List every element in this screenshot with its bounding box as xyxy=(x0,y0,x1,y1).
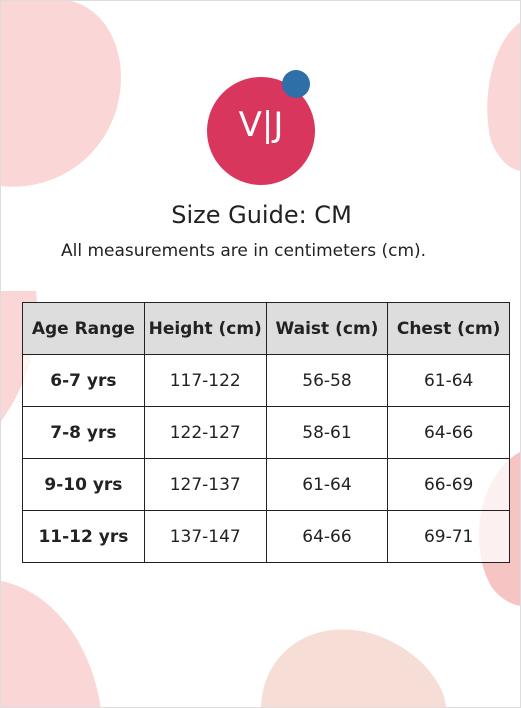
table-cell: 6-7 yrs xyxy=(22,354,145,407)
table-cell: 137-147 xyxy=(143,510,267,563)
table-row: 6-7 yrs 117-122 56-58 61-64 xyxy=(22,354,510,407)
table-cell: 58-61 xyxy=(265,406,389,459)
table-cell: 117-122 xyxy=(143,354,267,407)
table-row: 7-8 yrs 122-127 58-61 64-66 xyxy=(22,406,510,459)
table-cell: 9-10 yrs xyxy=(22,458,145,511)
logo: V|J xyxy=(238,105,284,145)
title: Size Guide: CM xyxy=(171,201,352,229)
table-cell: 66-69 xyxy=(387,458,510,511)
table-row: 11-12 yrs 137-147 64-66 69-71 xyxy=(22,510,510,563)
table-cell: 61-64 xyxy=(387,354,510,407)
table-cell: 64-66 xyxy=(265,510,389,563)
table-cell: 7-8 yrs xyxy=(22,406,145,459)
table-cell: 11-12 yrs xyxy=(22,510,145,563)
subtitle: All measurements are in centimeters (cm)… xyxy=(61,241,427,261)
table-cell: 56-58 xyxy=(265,354,389,407)
table-cell: 64-66 xyxy=(387,406,510,459)
table-cell: 69-71 xyxy=(387,510,510,563)
header-cell: Height (cm) xyxy=(143,302,267,355)
table-row: 9-10 yrs 127-137 61-64 66-69 xyxy=(22,458,510,511)
header-cell: Chest (cm) xyxy=(387,302,510,355)
table-cell: 61-64 xyxy=(265,458,389,511)
header-cell: Waist (cm) xyxy=(265,302,389,355)
table-cell: 122-127 xyxy=(143,406,267,459)
table-cell: 127-137 xyxy=(143,458,267,511)
size-table: Age Range Height (cm) Waist (cm) Chest (cm)… xyxy=(22,302,510,563)
header-cell: Age Range xyxy=(22,302,145,355)
header-row: Age Range Height (cm) Waist (cm) Chest (cm) xyxy=(22,302,510,355)
